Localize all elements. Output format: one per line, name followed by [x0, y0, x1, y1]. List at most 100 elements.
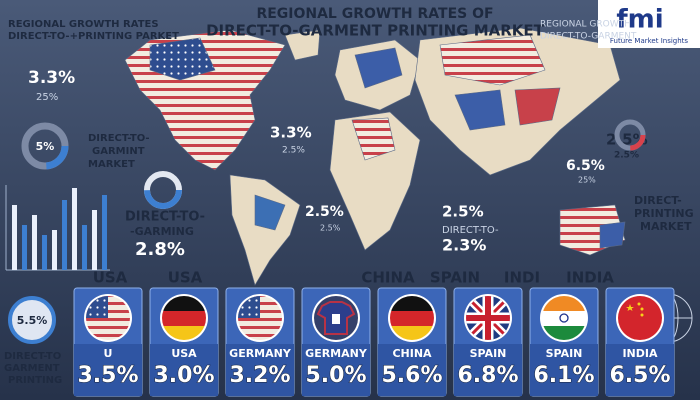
flag [618, 296, 662, 340]
callout: 2.3% [442, 236, 486, 255]
card-shade [150, 344, 218, 396]
decoration [22, 225, 27, 270]
donut-label: 5.5% [17, 314, 48, 327]
mini-bar-chart [5, 185, 110, 271]
title-line: DIRECT-TO-GARMENT PRINTING MARKET [206, 22, 545, 40]
card: U 3.5% [73, 287, 143, 397]
growth-rate: 6.1% [533, 363, 594, 388]
corner-text: DIRECT-TO-+PRINTING PARKET [8, 31, 179, 42]
donut: 5% [21, 122, 69, 170]
growth-rate: 5.0% [305, 363, 366, 388]
card: GERMANY 3.2% [225, 287, 295, 397]
card: SPAIN 6.8% [453, 287, 523, 397]
decoration [354, 47, 403, 89]
card: SPAIN 6.1% [529, 287, 599, 397]
country-name: SPAIN [546, 347, 583, 360]
flag [86, 296, 130, 340]
growth-rate: 3.2% [229, 363, 290, 388]
world-map [124, 27, 626, 286]
logo-subtitle: Future Market Insights [610, 37, 689, 45]
callout: 2.5% [305, 204, 344, 220]
callout: 2.5% [320, 224, 341, 233]
decoration [42, 235, 47, 270]
country-name: USA [171, 347, 197, 360]
country-name: GERMANY [229, 347, 292, 360]
decoration [439, 34, 546, 86]
donut [614, 119, 646, 151]
country-name: GERMANY [305, 347, 368, 360]
card-shade [530, 344, 598, 396]
growth-rate: 3.0% [153, 363, 214, 388]
card-heading: SPAIN [430, 269, 480, 287]
country-name: INDIA [622, 347, 658, 360]
donut [144, 171, 182, 209]
country-name: CHINA [392, 347, 432, 360]
card-heading: CHINA [361, 269, 415, 287]
decoration [102, 195, 107, 270]
decoration [614, 119, 646, 151]
caption: MARKET [640, 220, 692, 233]
title-line: REGIONAL GROWTH RATES OF [256, 6, 493, 22]
card-heading: INDIA [566, 269, 614, 287]
callout: 6.5% [566, 158, 605, 174]
decoration [12, 205, 17, 270]
caption: MARKET [88, 159, 135, 170]
card: INDIA 6.5% [605, 287, 675, 397]
decoration [149, 37, 216, 81]
callout: 3.3% [270, 124, 312, 142]
decoration [62, 200, 67, 270]
caption: PRINTING [634, 207, 694, 220]
flag [314, 296, 358, 340]
callout: 2.5% [442, 203, 484, 221]
country-name: SPAIN [470, 347, 507, 360]
logo: fmi [616, 5, 663, 35]
logo-box [598, 0, 700, 48]
stat: 3.3% [28, 68, 75, 88]
donut: 5.5% [8, 296, 56, 344]
growth-rate: 3.5% [77, 363, 138, 388]
corner-text: REGIONAL GROWTH RATES [8, 19, 159, 30]
decoration [454, 89, 506, 131]
caption: DIRECT-TO- [88, 133, 150, 144]
callout: 2.5% [282, 146, 305, 156]
decoration [32, 215, 37, 270]
caption: PRINTING [8, 375, 62, 386]
decoration [72, 188, 77, 270]
callout: 25% [578, 176, 596, 185]
flag [238, 296, 282, 340]
decoration [144, 171, 182, 209]
card-shade [302, 344, 370, 396]
growth-rate: 5.6% [381, 363, 442, 388]
card-shade [454, 344, 522, 396]
stat-sub: 25% [36, 92, 58, 103]
country-name: U [104, 347, 113, 360]
card-heading: USA [168, 269, 203, 287]
corner-text: DIRECT-TO-GARMENT [540, 32, 637, 42]
decoration [82, 225, 87, 270]
decoration [8, 296, 56, 344]
callout: 2.8% [135, 239, 185, 260]
decoration [229, 174, 301, 286]
caption: GARMENT [4, 363, 60, 374]
card: CHINA 5.6% [377, 287, 447, 397]
decoration [254, 194, 286, 231]
decoration [92, 210, 97, 270]
callout: 2.5% [614, 151, 639, 161]
card: GERMANY 5.0% [301, 287, 371, 397]
callout: DIRECT-TO- [125, 210, 205, 225]
caption: GARMINT [92, 146, 145, 157]
callout: DIRECT-TO- [442, 225, 499, 236]
donut-label: 5% [36, 140, 55, 153]
card-heading: USA [93, 269, 128, 287]
growth-rate: 6.5% [609, 363, 670, 388]
card-shade [606, 344, 674, 396]
flag [466, 296, 510, 340]
caption: DIRECT- [634, 194, 682, 207]
card-heading: INDI [504, 269, 540, 287]
decoration [351, 117, 396, 161]
card-shade [378, 344, 446, 396]
header: REGIONAL GROWTH RATES OF DIRECT-TO-GARME… [206, 0, 700, 48]
decoration [329, 111, 421, 251]
